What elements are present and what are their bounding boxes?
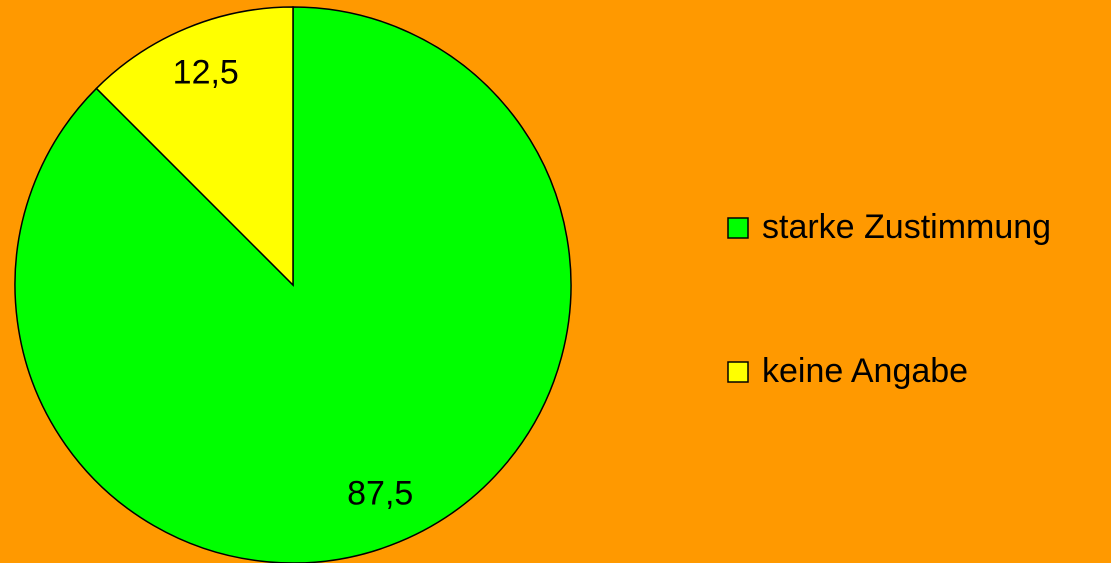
legend-swatch: [727, 217, 749, 239]
data-label: 12,5: [173, 53, 239, 91]
legend-swatch: [727, 361, 749, 383]
legend-label: keine Angabe: [762, 352, 968, 390]
legend-label: starke Zustimmung: [762, 208, 1051, 246]
pie-slice: [95, 6, 294, 287]
data-label: 87,5: [347, 475, 413, 513]
